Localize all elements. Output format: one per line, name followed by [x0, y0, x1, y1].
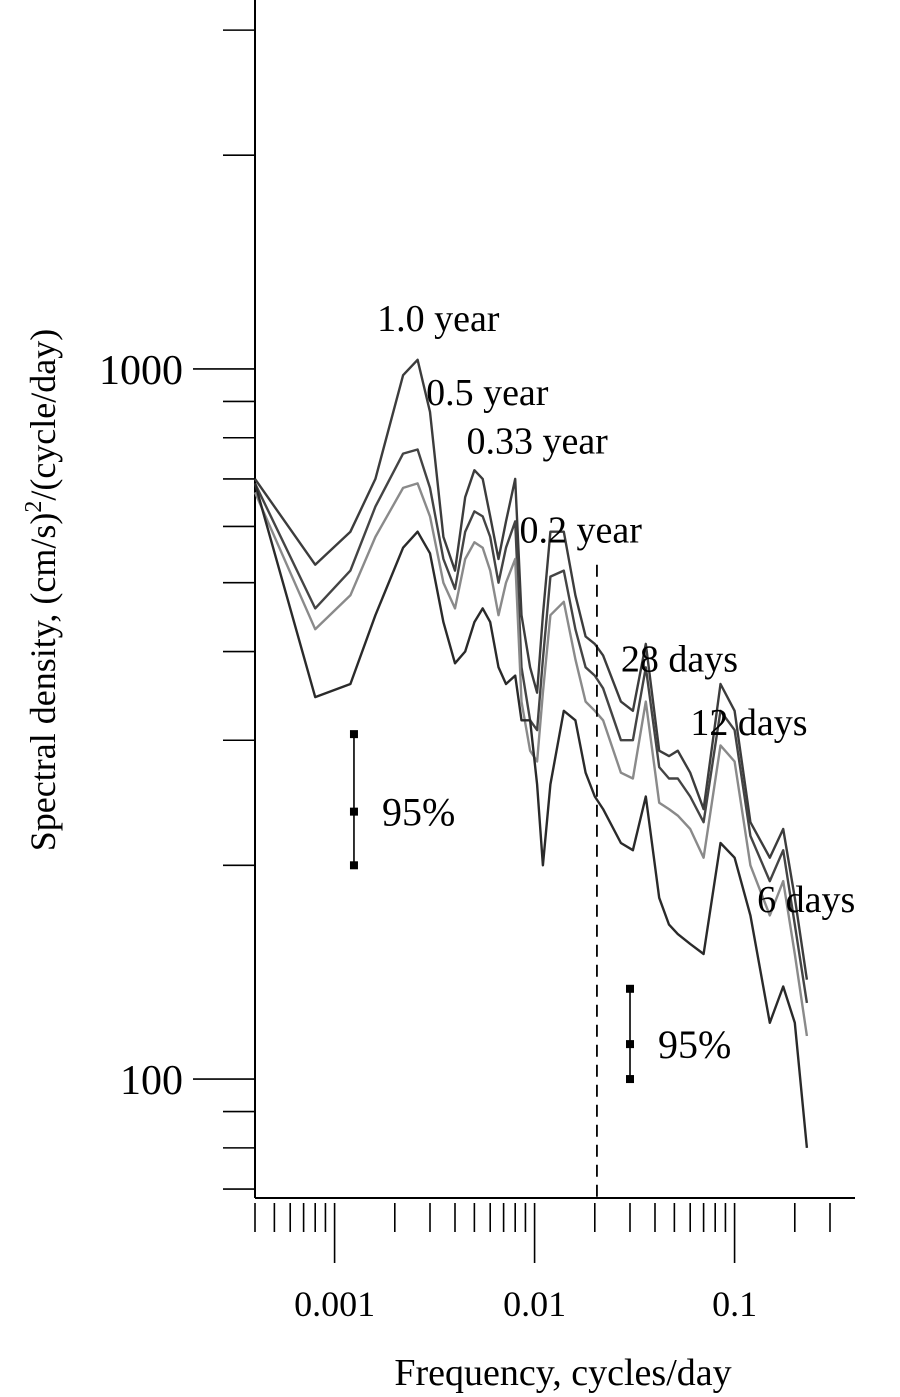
period-annotation: 28 days [621, 638, 738, 680]
extras-group: 95% 95% [349, 564, 731, 1198]
error-bar-marker [349, 807, 358, 816]
y-ticks: 1000 100 [99, 29, 255, 1190]
error-bar-marker [349, 730, 358, 739]
error-bar-marker [626, 984, 635, 993]
period-annotation: 0.2 year [519, 509, 642, 551]
period-annotation: 6 days [757, 879, 855, 921]
x-tick-label: 0.001 [294, 1284, 375, 1324]
y-axis-label-tail: /(cycle/day) [23, 329, 63, 501]
period-annotation: 12 days [690, 702, 807, 744]
period-annotation: 0.33 year [466, 421, 608, 463]
series-line-mid-lower [253, 482, 809, 1037]
series-line-lower [253, 483, 809, 1149]
x-axis-label: Frequency, cycles/day [394, 1352, 731, 1394]
error-bar-label: 95% [382, 790, 455, 835]
axes [254, 0, 855, 1199]
x-ticks: 0.001 0.01 0.1 [254, 1203, 831, 1324]
y-tick-label: 1000 [99, 348, 183, 394]
y-tick-label: 100 [120, 1058, 183, 1104]
series-group [253, 358, 809, 1149]
series-line-upper [254, 358, 809, 980]
y-axis-label-sup: 2 [21, 501, 47, 513]
error-bar-marker [349, 861, 358, 870]
period-annotation: 1.0 year [377, 298, 500, 340]
labels-group: 1.0 year 0.5 year 0.33 year 0.2 year 28 days… [377, 298, 855, 921]
x-tick-label: 0.1 [712, 1284, 757, 1324]
error-bar-marker [626, 1040, 635, 1049]
y-axis-label-main: Spectral density, (cm/s) [23, 513, 63, 852]
error-bar-label: 95% [658, 1022, 731, 1067]
y-axis-label: Spectral density, (cm/s)2/(cycle/day) [21, 329, 63, 851]
series-line-mid-upper [253, 448, 809, 1004]
error-bar-marker [626, 1075, 635, 1084]
period-annotation: 0.5 year [426, 372, 549, 414]
x-tick-label: 0.01 [503, 1284, 566, 1324]
